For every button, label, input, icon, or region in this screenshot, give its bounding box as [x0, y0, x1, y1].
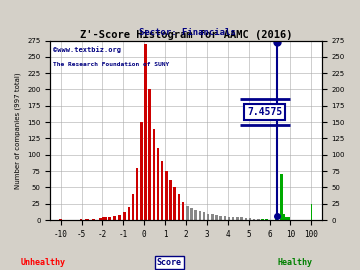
Bar — [178, 194, 180, 220]
Y-axis label: Number of companies (997 total): Number of companies (997 total) — [15, 72, 22, 189]
Bar — [203, 212, 205, 220]
Text: The Research Foundation of SUNY: The Research Foundation of SUNY — [53, 62, 169, 67]
Bar — [108, 217, 111, 220]
Bar — [132, 194, 134, 220]
Bar — [186, 206, 189, 220]
Bar — [224, 216, 226, 220]
Bar — [153, 129, 155, 220]
Bar — [236, 217, 239, 220]
Bar — [92, 219, 95, 220]
Text: Sector: Financials: Sector: Financials — [139, 28, 235, 37]
Bar — [144, 44, 147, 220]
Bar — [232, 217, 234, 220]
Bar — [283, 214, 285, 220]
Bar — [215, 215, 218, 220]
Text: ©www.textbiz.org: ©www.textbiz.org — [53, 46, 121, 53]
Bar — [288, 217, 291, 220]
Bar — [113, 216, 116, 220]
Bar — [127, 207, 130, 220]
Bar — [99, 218, 102, 220]
Bar — [174, 187, 176, 220]
Title: Z'-Score Histogram for AAMC (2016): Z'-Score Histogram for AAMC (2016) — [80, 30, 292, 40]
Bar — [165, 171, 168, 220]
Text: Score: Score — [157, 258, 182, 266]
Bar — [80, 219, 82, 220]
Bar — [123, 212, 126, 220]
Bar — [220, 215, 222, 220]
Bar — [103, 217, 107, 220]
Bar — [194, 210, 197, 220]
Bar — [169, 180, 172, 220]
Bar — [148, 89, 151, 220]
Bar — [190, 208, 193, 220]
Bar — [257, 219, 260, 220]
Bar — [228, 217, 230, 220]
Bar — [207, 214, 210, 220]
Bar — [311, 214, 312, 220]
Bar — [118, 215, 121, 220]
Bar — [261, 219, 264, 220]
Bar — [140, 122, 143, 220]
Bar — [182, 202, 184, 220]
Bar — [211, 214, 213, 220]
Bar — [161, 161, 163, 220]
Bar — [275, 214, 278, 220]
Bar — [280, 174, 283, 220]
Text: Healthy: Healthy — [278, 258, 313, 266]
Text: Unhealthy: Unhealthy — [21, 258, 66, 266]
Bar — [199, 211, 201, 220]
Text: 7.4575: 7.4575 — [247, 107, 282, 117]
Bar — [285, 217, 288, 220]
Bar — [253, 219, 255, 220]
Bar — [157, 148, 159, 220]
Bar — [244, 218, 247, 220]
Bar — [249, 218, 251, 220]
Bar — [240, 217, 243, 220]
Bar — [265, 219, 268, 220]
Bar — [136, 168, 138, 220]
